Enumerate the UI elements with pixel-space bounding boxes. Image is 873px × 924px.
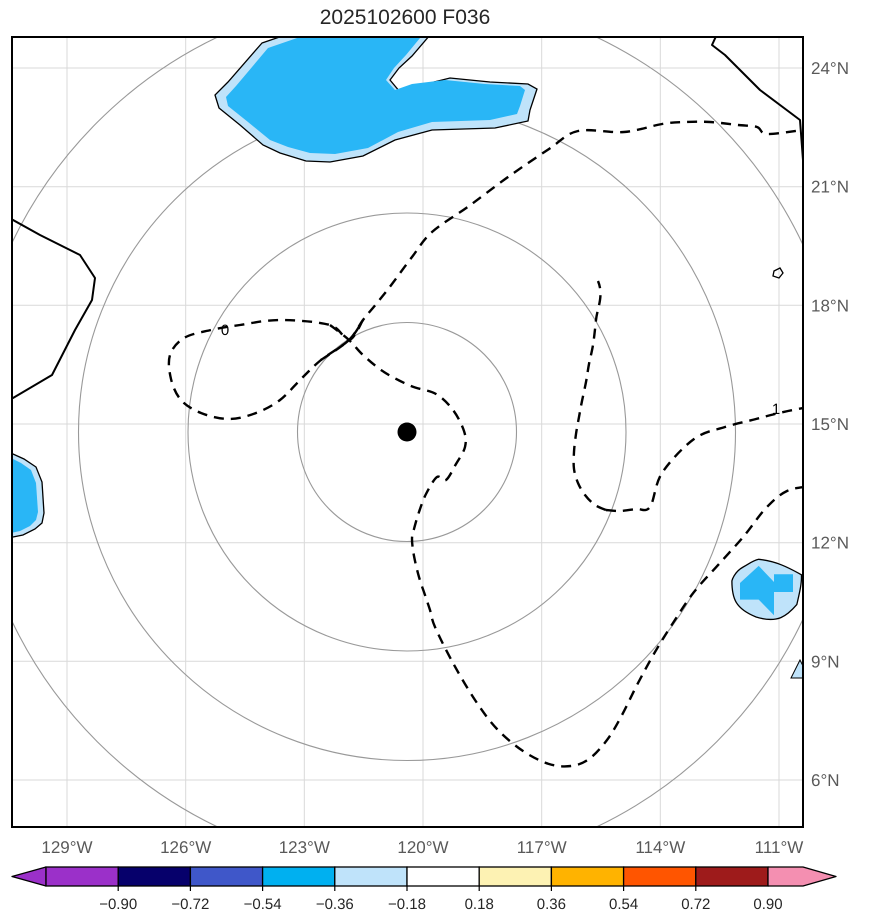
svg-text:0.90: 0.90 xyxy=(753,896,782,913)
svg-text:−0.18: −0.18 xyxy=(388,896,426,913)
svg-text:−0.36: −0.36 xyxy=(316,896,354,913)
svg-text:−0.54: −0.54 xyxy=(244,896,282,913)
svg-text:−0.72: −0.72 xyxy=(171,896,209,913)
svg-text:−0.90: −0.90 xyxy=(99,896,137,913)
svg-text:0.36: 0.36 xyxy=(537,896,566,913)
svg-text:0.18: 0.18 xyxy=(465,896,494,913)
svg-text:0.54: 0.54 xyxy=(609,896,638,913)
svg-text:0.72: 0.72 xyxy=(681,896,710,913)
